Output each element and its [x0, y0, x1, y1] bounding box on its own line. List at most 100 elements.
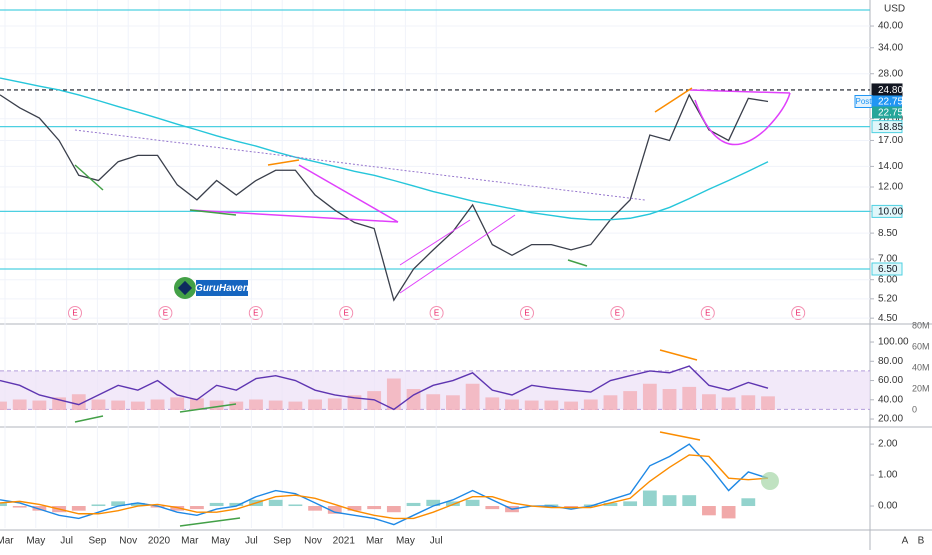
x-tick-label: Jul — [430, 536, 443, 547]
event-label: E — [615, 309, 620, 318]
bar — [32, 506, 47, 511]
event-label: E — [344, 309, 349, 318]
bar — [209, 502, 224, 507]
bar — [111, 501, 126, 507]
bar — [12, 506, 27, 508]
y-tick-label: 34.00 — [878, 42, 903, 53]
x-tick-label: 2020 — [148, 536, 171, 547]
bar — [406, 502, 421, 507]
trendline — [689, 89, 791, 94]
x-tick-label: Nov — [119, 536, 137, 547]
trendline — [189, 209, 399, 223]
y-tick-label: 0.00 — [878, 501, 898, 512]
bar — [721, 397, 736, 410]
event-label: E — [253, 309, 258, 318]
bar — [130, 401, 145, 410]
bar — [229, 401, 244, 410]
event-marker — [68, 306, 82, 320]
highlight — [761, 472, 779, 490]
bar — [603, 395, 618, 410]
y-tick-label: 7.00 — [878, 254, 898, 265]
y-tick-label: 1.00 — [878, 470, 898, 481]
bar — [190, 506, 204, 510]
quote-label: 22.75 — [878, 108, 903, 119]
series-line — [0, 443, 769, 526]
level-label-box — [871, 120, 903, 134]
event-marker — [520, 306, 534, 320]
event-label: E — [796, 309, 801, 318]
trendline — [298, 164, 399, 223]
trendline — [567, 259, 588, 267]
currency: USD — [884, 4, 905, 15]
bar — [662, 389, 677, 410]
y-tick-label: 4.50 — [878, 313, 898, 324]
level-label: 18.85 — [878, 122, 903, 133]
y-tick-label: 60.00 — [878, 375, 903, 386]
bar — [741, 498, 756, 507]
bar — [426, 394, 441, 410]
level-label: 10.00 — [878, 207, 903, 218]
event-label: E — [705, 309, 710, 318]
bar — [91, 399, 106, 410]
trendline — [74, 164, 104, 191]
x-tick-label: Mar — [0, 536, 14, 547]
event-label: E — [434, 309, 439, 318]
bar — [485, 397, 500, 410]
bar — [268, 499, 283, 507]
bar — [150, 506, 165, 508]
x-tick-label: Sep — [89, 536, 107, 547]
x-tick-label: May — [26, 536, 45, 547]
bar — [308, 399, 322, 410]
bar — [446, 395, 460, 410]
series-line — [0, 365, 769, 411]
bar — [485, 506, 500, 510]
quote-label: 22.75 — [878, 97, 903, 108]
bar — [111, 400, 126, 410]
y-tick-label: 2.00 — [878, 439, 898, 450]
bar — [288, 401, 303, 410]
button[interactable]: B — [918, 536, 925, 547]
event-label: E — [72, 309, 77, 318]
bar — [465, 383, 480, 410]
trendline — [654, 87, 693, 113]
bar — [386, 506, 401, 513]
bar — [583, 504, 598, 507]
bar — [150, 399, 165, 410]
bar — [386, 378, 401, 410]
y2-tick-label: 0 — [912, 404, 917, 414]
bar — [623, 391, 638, 410]
y-tick-label: 20.00 — [878, 113, 903, 124]
bar — [190, 398, 204, 410]
bar — [170, 397, 185, 410]
x-tick-label: Sep — [273, 536, 291, 547]
drawings — [74, 87, 791, 527]
y2-tick-label: 60M — [912, 341, 930, 351]
bar — [0, 502, 7, 507]
logo-text: GuruHaven — [195, 283, 249, 294]
event-marker — [791, 306, 806, 320]
x-tick-label: Mar — [366, 536, 384, 547]
channel — [399, 219, 471, 266]
bar — [603, 502, 618, 507]
trendline — [189, 209, 237, 216]
button[interactable]: A — [902, 536, 909, 547]
bar — [544, 400, 559, 410]
trendline — [179, 517, 241, 527]
trendline — [267, 159, 300, 166]
y-tick-label: 12.00 — [878, 182, 903, 193]
trendline — [659, 431, 701, 441]
bar — [761, 396, 775, 410]
bar — [327, 398, 342, 410]
bar — [623, 501, 638, 507]
bar — [0, 401, 7, 410]
y-tick-label: 5.20 — [878, 293, 898, 304]
bar — [524, 400, 539, 410]
quote-box — [872, 95, 902, 108]
y2-tick-label: 40M — [912, 362, 930, 372]
cup-shape — [694, 92, 791, 146]
bar — [32, 400, 47, 410]
event-label: E — [524, 309, 529, 318]
bar — [406, 389, 421, 410]
